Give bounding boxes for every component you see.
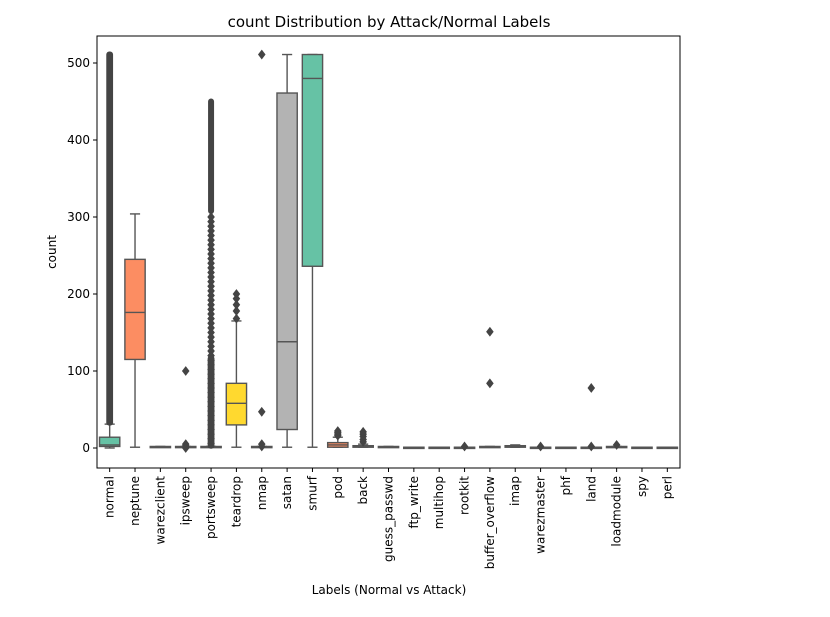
x-tick-label: warezclient	[153, 476, 167, 545]
outlier-cluster	[208, 98, 215, 214]
y-tick-label: 200	[67, 287, 90, 301]
x-tick-label: smurf	[305, 475, 319, 510]
outlier-point	[486, 378, 494, 389]
outlier-point	[486, 326, 494, 337]
x-tick-label: loadmodule	[610, 476, 624, 547]
box-smurf	[301, 53, 324, 267]
outlier-cluster	[207, 355, 215, 449]
y-tick-label: 300	[67, 210, 90, 224]
box-normal	[98, 436, 121, 448]
x-tick-label: imap	[508, 476, 522, 506]
outlier-point	[232, 289, 241, 299]
x-tick-label: ipsweep	[179, 476, 193, 525]
box-neptune	[124, 258, 146, 361]
x-tick-label: ftp_write	[407, 476, 421, 529]
x-tick-label: guess_passwd	[382, 476, 396, 562]
x-tick-label: land	[584, 476, 598, 502]
x-tick-label: multihop	[432, 476, 446, 529]
x-tick-label: perl	[660, 476, 674, 499]
outlier-point	[257, 49, 266, 60]
outlier-cluster	[106, 51, 114, 426]
x-tick-label: back	[356, 476, 370, 505]
outlier-point	[181, 366, 190, 376]
outlier-point	[334, 426, 342, 436]
outlier-point	[587, 383, 596, 393]
x-tick-label: pod	[331, 476, 345, 499]
x-tick-label: phf	[559, 475, 573, 495]
box-satan	[276, 92, 298, 431]
x-axis-label: Labels (Normal vs Attack)	[312, 583, 467, 597]
y-axis-label: count	[45, 235, 59, 269]
x-tick-label: buffer_overflow	[483, 476, 497, 569]
outlier-point	[587, 441, 596, 452]
outlier-point	[359, 426, 367, 437]
x-tick-label: portsweep	[204, 476, 218, 539]
outlier-point	[181, 443, 190, 453]
y-tick-label: 500	[67, 56, 90, 70]
plot-frame	[96, 35, 681, 469]
y-tick-label: 0	[82, 441, 90, 455]
outlier-point	[612, 440, 621, 450]
y-tick-label: 100	[67, 364, 90, 378]
x-tick-label: rootkit	[458, 476, 472, 515]
outlier-point	[460, 441, 469, 452]
x-tick-label: neptune	[128, 476, 142, 526]
x-tick-label: nmap	[255, 476, 269, 510]
x-tick-label: satan	[280, 476, 294, 509]
box-teardrop	[225, 382, 248, 426]
x-tick-label: spy	[635, 476, 649, 497]
outlier-point	[257, 406, 266, 417]
chart-title: count Distribution by Attack/Normal Labe…	[228, 13, 551, 31]
x-tick-label: teardrop	[229, 476, 243, 527]
outlier-point	[232, 299, 241, 310]
x-tick-label: warezmaster	[534, 476, 548, 554]
outlier-point	[232, 313, 241, 324]
x-tick-label: normal	[103, 476, 117, 518]
outlier-point	[257, 441, 266, 452]
outlier-point	[232, 306, 241, 316]
outlier-point	[536, 441, 545, 452]
y-tick-label: 400	[67, 133, 90, 147]
plot-area: 0 100 200 300 400 500 normal neptune warezclient…	[67, 35, 681, 569]
